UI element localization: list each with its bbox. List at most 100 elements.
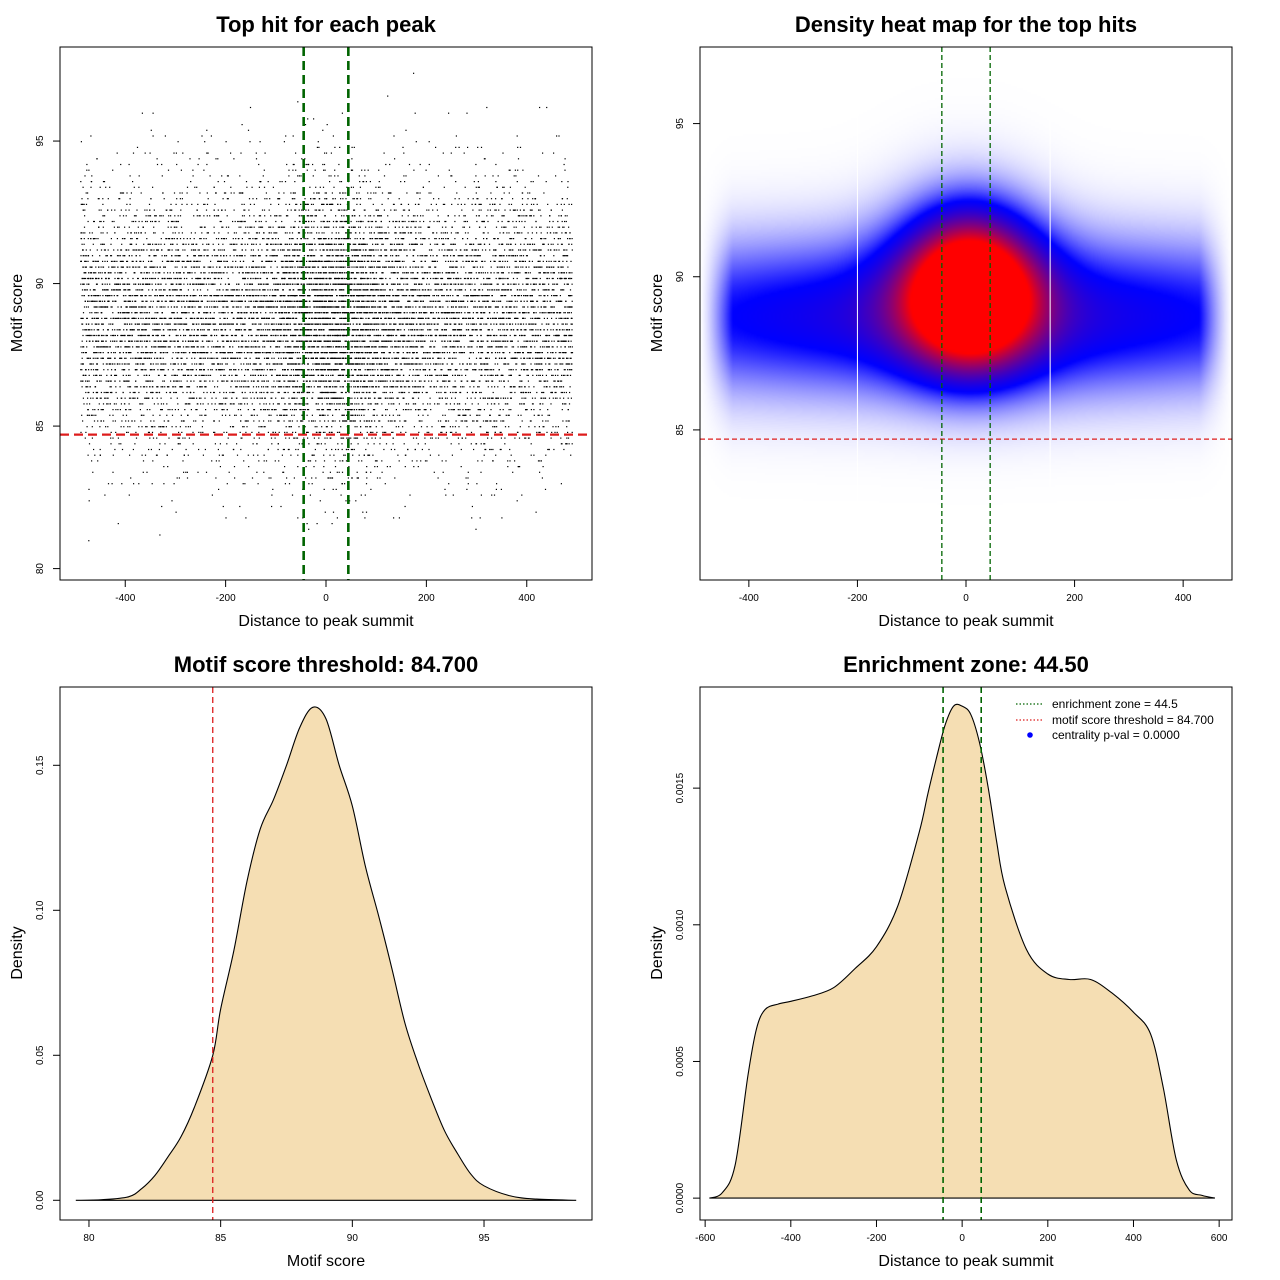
scatter-point	[509, 448, 511, 451]
scatter-point	[561, 374, 563, 376]
scatter-point	[221, 295, 224, 297]
scatter-point	[529, 329, 531, 331]
scatter-point	[155, 215, 157, 217]
scatter-point	[219, 272, 221, 274]
scatter-point	[145, 215, 147, 217]
scatter-point	[223, 397, 225, 399]
scatter-point	[418, 232, 420, 234]
scatter-point	[501, 295, 503, 297]
scatter-point	[132, 346, 134, 348]
scatter-point	[444, 391, 446, 394]
scatter-point	[329, 391, 331, 394]
scatter-point	[89, 300, 91, 302]
scatter-point	[248, 346, 250, 348]
scatter-point	[518, 312, 520, 314]
scatter-point	[102, 295, 104, 297]
scatter-point	[419, 198, 421, 200]
scatter-point	[216, 386, 219, 388]
scatter-point	[177, 437, 179, 439]
scatter-point	[561, 380, 563, 382]
scatter-point	[136, 238, 138, 240]
scatter-point	[390, 403, 392, 405]
scatter-point	[277, 448, 279, 451]
scatter-point	[258, 357, 260, 359]
scatter-point	[225, 260, 227, 262]
scatter-point	[421, 295, 423, 297]
scatter-point	[148, 272, 150, 274]
scatter-point	[146, 391, 148, 394]
scatter-point	[345, 460, 348, 462]
scatter-point	[305, 477, 307, 479]
scatter-point	[93, 329, 95, 331]
scatter-point	[307, 369, 309, 371]
scatter-point	[355, 289, 357, 291]
scatter-point	[435, 203, 437, 205]
scatter-point	[261, 386, 263, 388]
scatter-point	[314, 209, 316, 211]
scatter-point	[94, 352, 96, 354]
scatter-point	[319, 249, 321, 251]
scatter-point	[305, 266, 307, 268]
scatter-point	[566, 357, 568, 359]
scatter-point	[256, 443, 258, 445]
scatter-point	[432, 277, 434, 280]
scatter-point	[167, 238, 169, 240]
scatter-point	[120, 346, 122, 348]
scatter-point	[564, 403, 566, 405]
scatter-point	[339, 146, 341, 148]
scatter-point	[244, 403, 246, 405]
scatter-point	[486, 215, 488, 217]
scatter-point	[501, 517, 503, 519]
scatter-point	[376, 317, 378, 319]
scatter-point	[296, 391, 299, 394]
scatter-point	[525, 323, 527, 325]
scatter-point	[353, 369, 356, 371]
scatter-point	[317, 289, 319, 291]
scatter-point	[193, 329, 195, 331]
scatter-point	[394, 249, 396, 251]
scatter-point	[153, 346, 155, 348]
scatter-point	[295, 209, 297, 211]
scatter-point	[219, 289, 221, 291]
scatter-point	[448, 380, 450, 382]
scatter-point	[203, 380, 206, 382]
scatter-point	[351, 289, 353, 291]
scatter-point	[238, 403, 240, 405]
scatter-point	[150, 249, 152, 251]
scatter-point	[536, 374, 538, 376]
scatter-point	[307, 363, 309, 365]
scatter-point	[539, 431, 541, 433]
scatter-point	[396, 295, 398, 297]
scatter-point	[183, 420, 185, 422]
scatter-point	[558, 317, 560, 319]
scatter-point	[142, 277, 144, 280]
scatter-point	[374, 289, 376, 291]
scatter-point	[335, 255, 338, 257]
scatter-point	[81, 369, 83, 371]
scatter-point	[193, 215, 195, 217]
scatter-point	[181, 203, 183, 205]
scatter-point	[254, 272, 256, 274]
scatter-point	[280, 414, 283, 416]
scatter-point	[200, 352, 202, 354]
scatter-point	[285, 437, 287, 439]
scatter-point	[159, 215, 161, 217]
scatter-point	[560, 266, 562, 268]
scatter-point	[322, 312, 324, 314]
scatter-point	[111, 295, 113, 297]
scatter-point	[202, 323, 204, 325]
scatter-point	[145, 397, 147, 399]
scatter-point	[179, 317, 181, 319]
scatter-point	[95, 238, 97, 240]
scatter-point	[347, 266, 349, 268]
scatter-point	[90, 266, 92, 268]
scatter-point	[443, 186, 445, 188]
scatter-point	[346, 420, 348, 422]
scatter-point	[437, 215, 439, 217]
scatter-point	[412, 357, 414, 359]
scatter-point	[436, 391, 438, 394]
scatter-point	[85, 334, 87, 337]
scatter-point	[570, 352, 572, 354]
scatter-point	[514, 255, 516, 257]
scatter-point	[130, 352, 132, 354]
